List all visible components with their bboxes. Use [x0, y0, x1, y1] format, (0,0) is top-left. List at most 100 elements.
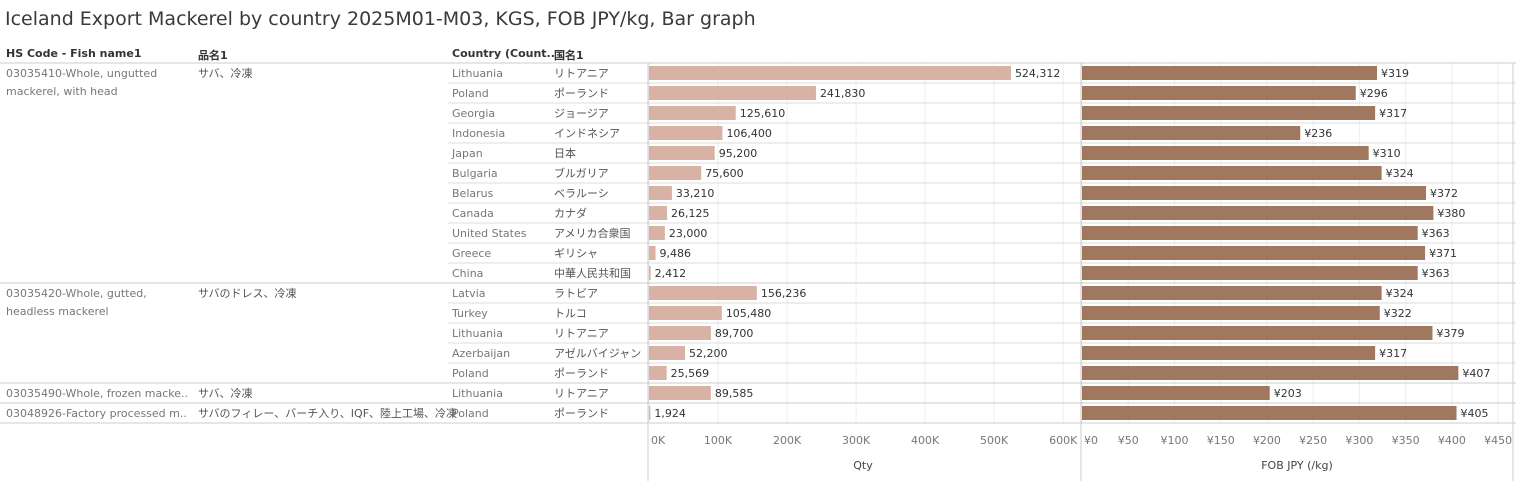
qty-bar: [649, 366, 667, 380]
qty-bar: [649, 266, 651, 280]
hs-code-label: mackerel, with head: [6, 85, 118, 98]
fob-bar: [1082, 386, 1270, 400]
hs-code-label: 03048926-Factory processed m..: [6, 407, 187, 420]
qty-value-label: 105,480: [726, 307, 772, 320]
qty-bar: [649, 346, 686, 360]
qty-tick-label: 300K: [842, 434, 871, 447]
fob-value-label: ¥319: [1381, 67, 1409, 80]
fob-value-label: ¥371: [1429, 247, 1457, 260]
qty-value-label: 524,312: [1015, 67, 1060, 80]
country-label: United States: [452, 227, 527, 240]
chart-title: Iceland Export Mackerel by country 2025M…: [5, 8, 756, 30]
qty-tick-label: 600K: [1049, 434, 1078, 447]
header-kokumei[interactable]: 国名1: [554, 49, 584, 62]
qty-bar: [649, 106, 736, 120]
hs-code-label: headless mackerel: [6, 305, 109, 318]
qty-axis-title: Qty: [853, 459, 873, 472]
qty-bar: [649, 66, 1011, 80]
qty-tick-label: 500K: [980, 434, 1009, 447]
country-label: Poland: [452, 367, 489, 380]
fob-tick-label: ¥100: [1160, 434, 1188, 447]
product-name-label: サバのフィレー、バーチ入り、IQF、陸上工場、冷凍: [198, 407, 457, 420]
country-jp-label: リトアニア: [554, 67, 609, 80]
country-label: Lithuania: [452, 67, 503, 80]
fob-bar: [1082, 366, 1459, 380]
product-name-label: サバのドレス、冷凍: [198, 287, 297, 300]
fob-bar: [1082, 186, 1426, 200]
country-jp-label: アゼルバイジャン: [554, 347, 641, 360]
country-label: Latvia: [452, 287, 486, 300]
fob-tick-label: ¥400: [1438, 434, 1466, 447]
fob-value-label: ¥379: [1436, 327, 1464, 340]
country-jp-label: リトアニア: [554, 327, 609, 340]
qty-value-label: 106,400: [726, 127, 772, 140]
fob-value-label: ¥317: [1379, 107, 1407, 120]
qty-bar: [649, 86, 816, 100]
country-label: Turkey: [451, 307, 488, 320]
country-jp-label: リトアニア: [554, 387, 609, 400]
country-label: Lithuania: [452, 387, 503, 400]
country-jp-label: ギリシャ: [554, 247, 598, 260]
fob-bar: [1082, 406, 1457, 420]
country-jp-label: ベラルーシ: [554, 187, 609, 200]
qty-value-label: 95,200: [719, 147, 758, 160]
qty-value-label: 89,700: [715, 327, 754, 340]
fob-bar: [1082, 226, 1418, 240]
qty-value-label: 89,585: [715, 387, 754, 400]
qty-value-label: 33,210: [676, 187, 715, 200]
country-label: Georgia: [452, 107, 495, 120]
fob-bar: [1082, 246, 1426, 260]
fob-value-label: ¥296: [1360, 87, 1388, 100]
qty-value-label: 1,924: [654, 407, 686, 420]
qty-tick-label: 400K: [911, 434, 940, 447]
fob-tick-label: ¥200: [1253, 434, 1281, 447]
qty-bar: [649, 286, 757, 300]
qty-tick-label: 0K: [651, 434, 666, 447]
qty-tick-label: 100K: [704, 434, 733, 447]
fob-bar: [1082, 166, 1382, 180]
fob-bar: [1082, 266, 1418, 280]
header-hinmei[interactable]: 品名1: [198, 49, 228, 62]
qty-tick-label: 200K: [773, 434, 802, 447]
qty-bar: [649, 186, 672, 200]
header-country[interactable]: Country (Count..: [452, 47, 555, 60]
fob-tick-label: ¥300: [1345, 434, 1373, 447]
country-label: China: [452, 267, 483, 280]
qty-value-label: 26,125: [671, 207, 710, 220]
country-label: Poland: [452, 407, 489, 420]
fob-value-label: ¥317: [1379, 347, 1407, 360]
fob-value-label: ¥405: [1461, 407, 1489, 420]
country-label: Japan: [451, 147, 483, 160]
fob-bar: [1082, 86, 1356, 100]
country-jp-label: ポーランド: [554, 407, 609, 420]
qty-bar: [649, 166, 702, 180]
product-name-label: サバ、冷凍: [198, 67, 253, 80]
fob-value-label: ¥236: [1304, 127, 1332, 140]
country-jp-label: トルコ: [554, 307, 587, 320]
country-jp-label: ブルガリア: [554, 166, 609, 180]
fob-value-label: ¥310: [1373, 147, 1401, 160]
fob-bar: [1082, 126, 1301, 140]
country-label: Lithuania: [452, 327, 503, 340]
fob-value-label: ¥407: [1462, 367, 1490, 380]
qty-value-label: 23,000: [669, 227, 708, 240]
qty-bar: [649, 406, 651, 420]
fob-bar: [1082, 346, 1376, 360]
qty-value-label: 75,600: [705, 167, 744, 180]
country-label: Poland: [452, 87, 489, 100]
qty-value-label: 52,200: [689, 347, 728, 360]
qty-bar: [649, 306, 722, 320]
country-jp-label: ポーランド: [554, 367, 609, 380]
header-hs-code[interactable]: HS Code - Fish name1: [6, 47, 142, 60]
qty-bar: [649, 326, 711, 340]
fob-bar: [1082, 106, 1376, 120]
country-jp-label: アメリカ合衆国: [554, 226, 630, 240]
fob-value-label: ¥372: [1430, 187, 1458, 200]
fob-value-label: ¥324: [1386, 287, 1414, 300]
qty-value-label: 125,610: [740, 107, 786, 120]
fob-value-label: ¥380: [1437, 207, 1465, 220]
fob-bar: [1082, 286, 1382, 300]
qty-bar: [649, 206, 668, 220]
fob-tick-label: ¥0: [1084, 434, 1098, 447]
